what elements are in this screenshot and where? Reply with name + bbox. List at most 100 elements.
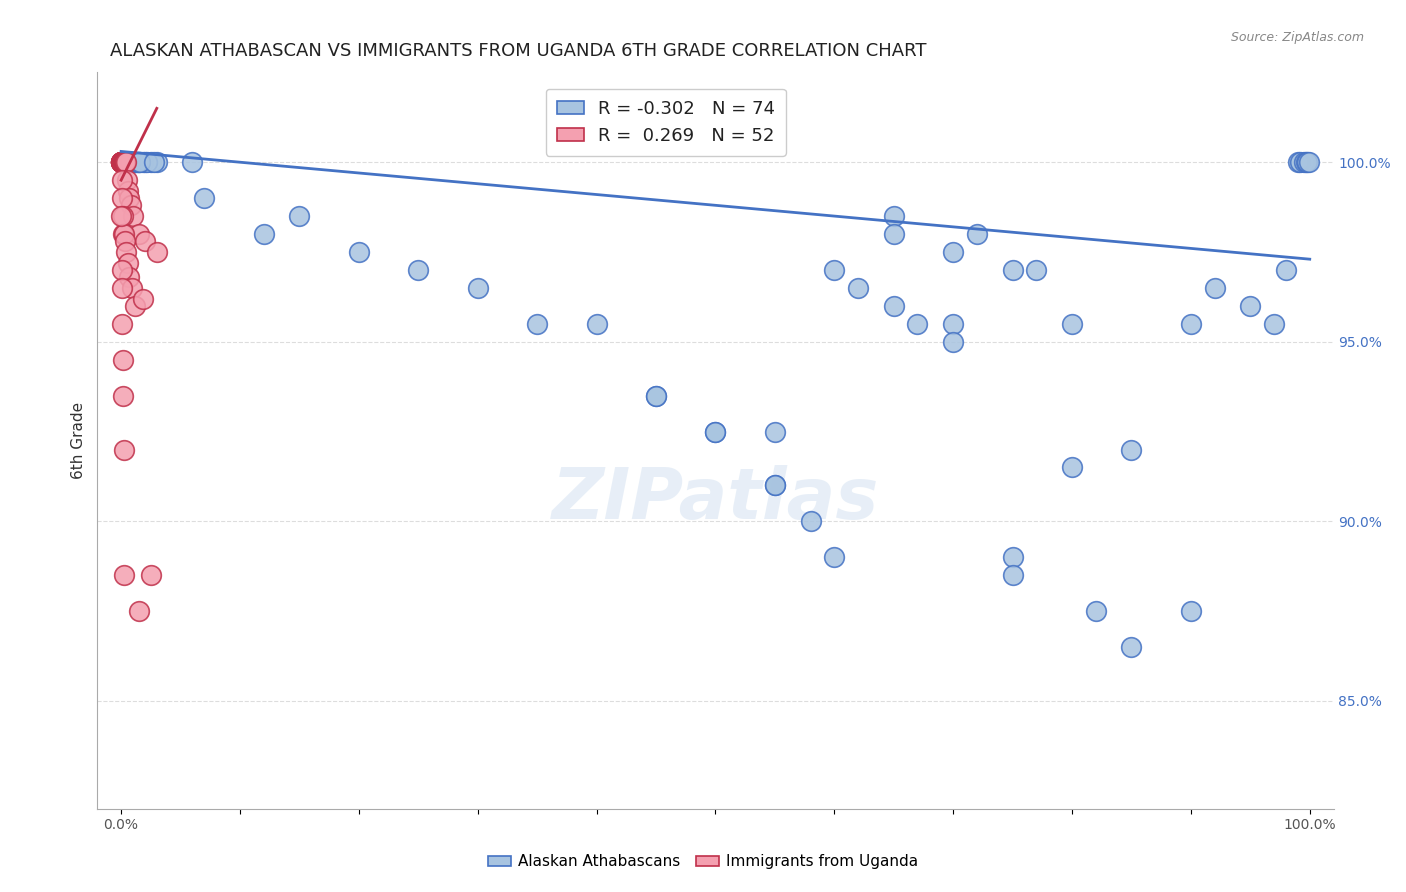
Point xyxy=(110,155,132,169)
Point xyxy=(1060,317,1083,331)
Point xyxy=(111,281,134,295)
Point xyxy=(1001,568,1024,582)
Point xyxy=(114,155,136,169)
Point xyxy=(110,263,132,277)
Point xyxy=(1275,263,1298,277)
Point xyxy=(111,173,134,187)
Point xyxy=(115,155,138,169)
Point xyxy=(112,155,135,169)
Point xyxy=(1292,155,1315,169)
Point xyxy=(131,155,153,169)
Point xyxy=(112,442,135,457)
Point xyxy=(883,227,905,241)
Point xyxy=(117,256,139,270)
Point xyxy=(942,245,965,260)
Point xyxy=(111,155,134,169)
Point xyxy=(1204,281,1226,295)
Point xyxy=(193,191,215,205)
Point xyxy=(139,568,162,582)
Point xyxy=(111,155,134,169)
Point xyxy=(120,155,142,169)
Point xyxy=(799,514,821,528)
Point xyxy=(143,155,166,169)
Point xyxy=(115,155,138,169)
Point xyxy=(114,155,136,169)
Point xyxy=(1296,155,1319,169)
Point xyxy=(112,155,135,169)
Point xyxy=(111,155,134,169)
Point xyxy=(110,155,132,169)
Point xyxy=(146,245,169,260)
Point xyxy=(467,281,489,295)
Point xyxy=(128,604,150,618)
Point xyxy=(823,263,845,277)
Text: ALASKAN ATHABASCAN VS IMMIGRANTS FROM UGANDA 6TH GRADE CORRELATION CHART: ALASKAN ATHABASCAN VS IMMIGRANTS FROM UG… xyxy=(110,42,927,60)
Point xyxy=(1180,317,1202,331)
Point xyxy=(704,425,727,439)
Point xyxy=(846,281,869,295)
Point xyxy=(111,155,134,169)
Point xyxy=(118,155,141,169)
Point xyxy=(118,155,141,169)
Point xyxy=(1025,263,1047,277)
Point xyxy=(1289,155,1312,169)
Point xyxy=(122,155,145,169)
Text: Source: ZipAtlas.com: Source: ZipAtlas.com xyxy=(1230,31,1364,45)
Point xyxy=(966,227,988,241)
Point xyxy=(1001,263,1024,277)
Point xyxy=(645,389,668,403)
Point xyxy=(111,191,134,205)
Point xyxy=(115,245,138,260)
Point xyxy=(1263,317,1285,331)
Point xyxy=(1060,460,1083,475)
Point xyxy=(111,352,134,367)
Point xyxy=(763,425,786,439)
Point xyxy=(125,155,148,169)
Point xyxy=(111,155,134,169)
Point xyxy=(134,155,156,169)
Point xyxy=(112,227,135,241)
Point xyxy=(115,173,138,187)
Point xyxy=(111,155,134,169)
Point xyxy=(139,155,162,169)
Point xyxy=(1121,640,1143,654)
Point xyxy=(122,209,145,223)
Point xyxy=(112,389,135,403)
Point xyxy=(122,155,145,169)
Point xyxy=(823,550,845,565)
Point xyxy=(114,155,136,169)
Point xyxy=(110,155,132,169)
Y-axis label: 6th Grade: 6th Grade xyxy=(72,402,86,479)
Point xyxy=(253,227,276,241)
Point xyxy=(114,234,136,248)
Point xyxy=(117,184,139,198)
Point xyxy=(112,155,135,169)
Point xyxy=(1121,442,1143,457)
Point xyxy=(112,155,135,169)
Point xyxy=(118,270,141,285)
Point xyxy=(1001,550,1024,565)
Point xyxy=(114,568,136,582)
Point xyxy=(124,299,146,313)
Point xyxy=(129,155,152,169)
Point xyxy=(883,299,905,313)
Point xyxy=(110,155,132,169)
Point xyxy=(110,155,132,169)
Point xyxy=(526,317,548,331)
Point xyxy=(128,227,150,241)
Point xyxy=(117,155,139,169)
Point xyxy=(406,263,429,277)
Point xyxy=(136,155,159,169)
Legend: Alaskan Athabascans, Immigrants from Uganda: Alaskan Athabascans, Immigrants from Uga… xyxy=(481,848,925,875)
Point xyxy=(127,155,149,169)
Point xyxy=(124,155,146,169)
Point xyxy=(1286,155,1309,169)
Point xyxy=(942,317,965,331)
Point xyxy=(112,227,135,241)
Point xyxy=(121,155,143,169)
Point xyxy=(110,209,132,223)
Point xyxy=(763,478,786,492)
Point xyxy=(110,155,132,169)
Point xyxy=(763,478,786,492)
Point xyxy=(942,334,965,349)
